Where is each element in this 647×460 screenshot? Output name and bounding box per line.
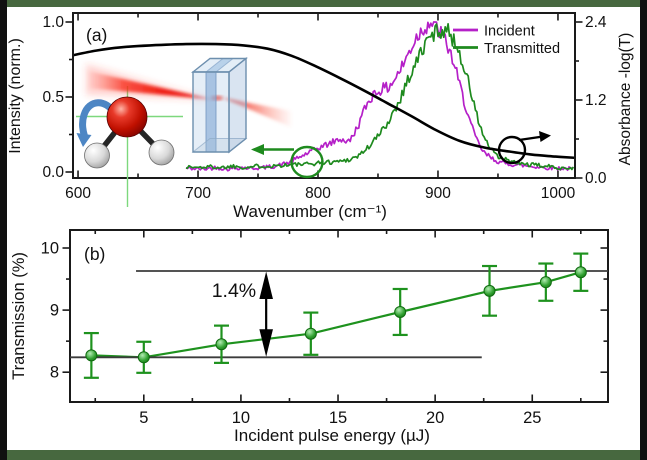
x-tick-label: 600 [65, 185, 91, 202]
rotation-arrowhead-icon [76, 133, 92, 147]
y-tick-label: 10 [41, 240, 59, 258]
panel-a-label: (a) [86, 25, 107, 45]
panel-a-x-axis-title: Wavenumber (cm⁻¹) [233, 202, 387, 221]
left-axis-indicator-circle [290, 145, 324, 179]
panel-a-legend: Incident Transmitted [453, 24, 560, 57]
x-tick-label: 800 [305, 185, 331, 202]
panel-a-y-right-axis-title: Absorbance -log(T) [617, 33, 634, 166]
x-tick-label: 900 [425, 185, 451, 202]
down-arrowhead-icon [259, 329, 273, 357]
annotation-1-4-percent: 1.4% [212, 280, 256, 302]
bottom-accent-strip [0, 450, 647, 460]
transmission-line [91, 271, 582, 359]
panel-a-curves [74, 21, 574, 172]
laser-beam-halo [86, 64, 214, 100]
x-tick-label: 700 [185, 185, 211, 202]
panel-b-label: (b) [84, 244, 105, 264]
up-arrowhead-icon [259, 271, 273, 299]
x-tick-label: 25 [523, 409, 541, 427]
hydrogen-atom-right [148, 139, 175, 166]
y-right-tick-label: 1.2 [585, 92, 607, 109]
panel-b-axis-ticks [62, 230, 608, 402]
x-tick-label: 5 [139, 409, 148, 427]
sample-cell-side-face [228, 57, 247, 154]
data-point [215, 338, 228, 351]
panel-a-inset [76, 57, 291, 207]
panel-b: 5 10 15 20 25 8 9 10 (b) 1.4% Incident pulse en… [10, 229, 609, 445]
laser-beam-left [88, 71, 213, 100]
right-axis-indicator-circle [497, 135, 527, 165]
left-arrow-icon [251, 144, 264, 155]
rotation-arrow-icon [79, 99, 118, 138]
panel-b-tick-labels: 5 10 15 20 25 8 9 10 [41, 240, 542, 427]
sample-cell-front-face [192, 71, 230, 153]
right-border [640, 0, 647, 460]
y-tick-label: 8 [50, 364, 59, 382]
data-point [137, 351, 150, 364]
y-right-tick-label: 0.0 [585, 170, 607, 187]
data-point [574, 266, 587, 279]
x-tick-label: 20 [426, 409, 444, 427]
data-point [85, 349, 98, 362]
y-left-tick-label: 0.5 [42, 89, 64, 106]
panel-a: Incident Transmitted 600 700 800 900 1000 0.0… [7, 12, 634, 221]
left-border [0, 0, 7, 460]
x-tick-label: 1000 [541, 185, 576, 202]
oxygen-atom [106, 96, 148, 138]
y-tick-label: 9 [50, 302, 59, 320]
laser-beam-right [222, 97, 291, 127]
data-point [304, 327, 317, 340]
legend-transmitted-label: Transmitted [484, 41, 560, 57]
water-molecule [84, 96, 175, 169]
panel-b-plot-box [69, 229, 609, 403]
panel-a-axis-ticks [65, 13, 583, 179]
panel-a-tick-labels: 600 700 800 900 1000 0.0 0.5 1.0 0.0 1.2 2.4 [42, 14, 606, 202]
panel-b-y-axis-title: Transmission (%) [10, 252, 28, 380]
panel-a-y-left-axis-title: Intensity (norm.) [7, 38, 24, 154]
hydrogen-atom-left [84, 142, 110, 169]
top-accent-strip [0, 0, 647, 7]
right-axis-indicator-line [518, 135, 544, 142]
x-tick-label: 15 [329, 409, 347, 427]
data-point [539, 276, 552, 289]
x-tick-label: 10 [232, 409, 250, 427]
transmitted-curve [186, 22, 574, 171]
absorbance-curve [74, 42, 574, 160]
panel-b-x-axis-title: Incident pulse energy (µJ) [234, 426, 430, 445]
sample-cell [190, 57, 249, 154]
left-axis-indicator [251, 144, 324, 179]
y-left-tick-label: 1.0 [42, 14, 64, 31]
data-point [394, 305, 407, 318]
panel-a-plot-box [72, 12, 576, 179]
legend-incident-label: Incident [484, 24, 535, 40]
y-right-tick-label: 2.4 [585, 14, 607, 31]
data-point [483, 284, 496, 297]
right-axis-indicator [497, 131, 551, 165]
panel-b-data [70, 252, 608, 379]
y-left-tick-label: 0.0 [42, 164, 64, 181]
right-arrow-icon [539, 131, 551, 142]
